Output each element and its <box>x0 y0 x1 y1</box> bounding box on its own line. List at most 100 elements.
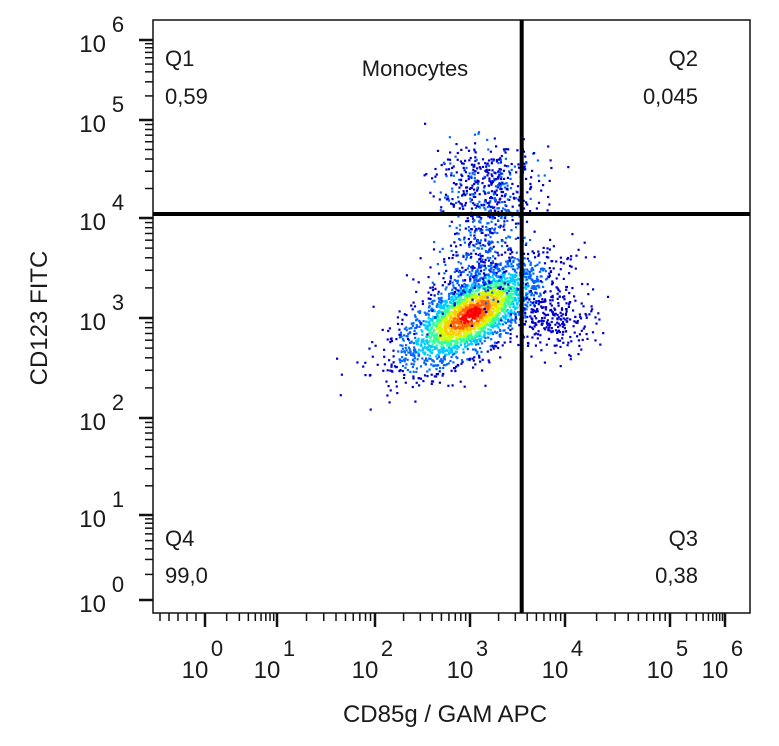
event-point <box>573 331 576 334</box>
event-point <box>437 364 440 367</box>
event-point <box>479 316 482 319</box>
event-point <box>466 252 469 255</box>
event-point <box>457 196 460 199</box>
event-point <box>472 339 475 342</box>
event-point <box>470 294 473 297</box>
event-point <box>423 361 426 364</box>
event-point <box>426 346 429 349</box>
event-point <box>451 336 454 339</box>
event-point <box>482 272 485 275</box>
event-point <box>471 287 474 290</box>
event-point <box>463 308 467 311</box>
event-point <box>461 174 464 178</box>
event-point <box>465 284 468 287</box>
event-point <box>529 290 532 293</box>
event-point <box>495 263 498 266</box>
event-point <box>467 315 470 318</box>
event-point <box>489 270 492 273</box>
event-point <box>449 280 452 283</box>
event-point <box>522 336 525 339</box>
event-point <box>452 292 456 295</box>
event-point <box>586 337 589 340</box>
event-point <box>504 241 507 244</box>
x-tick-label: 10 <box>182 657 209 684</box>
event-point <box>525 293 528 296</box>
event-point <box>529 315 532 318</box>
event-point <box>564 313 567 316</box>
event-point <box>447 310 450 313</box>
event-point <box>553 307 556 310</box>
event-point <box>470 321 473 324</box>
y-tick-exponent: 2 <box>112 390 124 415</box>
event-point <box>534 291 537 294</box>
event-point <box>441 300 444 303</box>
event-point <box>470 175 473 178</box>
event-point <box>465 305 468 309</box>
event-point <box>556 338 559 341</box>
event-point <box>502 280 505 283</box>
event-point <box>534 256 537 259</box>
event-point <box>443 281 447 284</box>
event-point <box>369 408 372 411</box>
event-point <box>499 284 502 287</box>
event-point <box>478 247 481 250</box>
event-point <box>439 329 442 333</box>
event-point <box>481 225 484 228</box>
event-point <box>497 322 500 325</box>
event-point <box>540 267 543 270</box>
event-point <box>442 161 445 164</box>
event-point <box>471 285 474 288</box>
event-point <box>482 281 485 284</box>
event-point <box>488 228 492 231</box>
event-point <box>471 269 474 272</box>
event-point <box>536 275 539 278</box>
event-point <box>494 281 497 285</box>
event-point <box>590 310 593 313</box>
event-point <box>486 174 489 177</box>
event-point <box>390 339 394 343</box>
event-point <box>438 370 441 373</box>
event-point <box>543 316 546 319</box>
event-point <box>476 320 479 323</box>
event-point <box>460 292 463 295</box>
event-point <box>493 288 496 291</box>
event-point <box>538 270 541 273</box>
event-point <box>494 344 497 347</box>
event-point <box>508 285 511 288</box>
event-point <box>501 274 505 277</box>
event-point <box>487 233 490 236</box>
event-point <box>438 326 441 329</box>
event-point <box>500 305 503 308</box>
event-point <box>483 264 486 267</box>
event-point <box>500 154 503 158</box>
event-point <box>455 201 458 204</box>
event-point <box>462 255 465 258</box>
event-point <box>502 329 505 332</box>
event-point <box>462 279 465 282</box>
event-point <box>444 336 447 339</box>
event-point <box>495 189 498 192</box>
event-point <box>463 236 466 239</box>
event-point <box>458 186 461 189</box>
event-point <box>473 278 476 281</box>
event-point <box>455 232 458 235</box>
event-point <box>465 186 468 189</box>
event-point <box>478 354 481 357</box>
event-point <box>473 324 476 327</box>
event-point <box>494 285 498 289</box>
event-point <box>491 175 494 178</box>
event-point <box>486 332 490 335</box>
event-point <box>537 253 541 256</box>
event-point <box>455 288 458 291</box>
event-point <box>565 288 568 291</box>
event-point <box>475 229 478 232</box>
event-point <box>480 284 483 288</box>
event-point <box>504 289 508 292</box>
event-point <box>415 370 418 373</box>
event-point <box>501 240 504 243</box>
event-point <box>594 339 597 342</box>
event-point <box>472 359 475 362</box>
event-point <box>538 261 541 264</box>
event-point <box>554 351 557 354</box>
event-point <box>506 261 509 264</box>
